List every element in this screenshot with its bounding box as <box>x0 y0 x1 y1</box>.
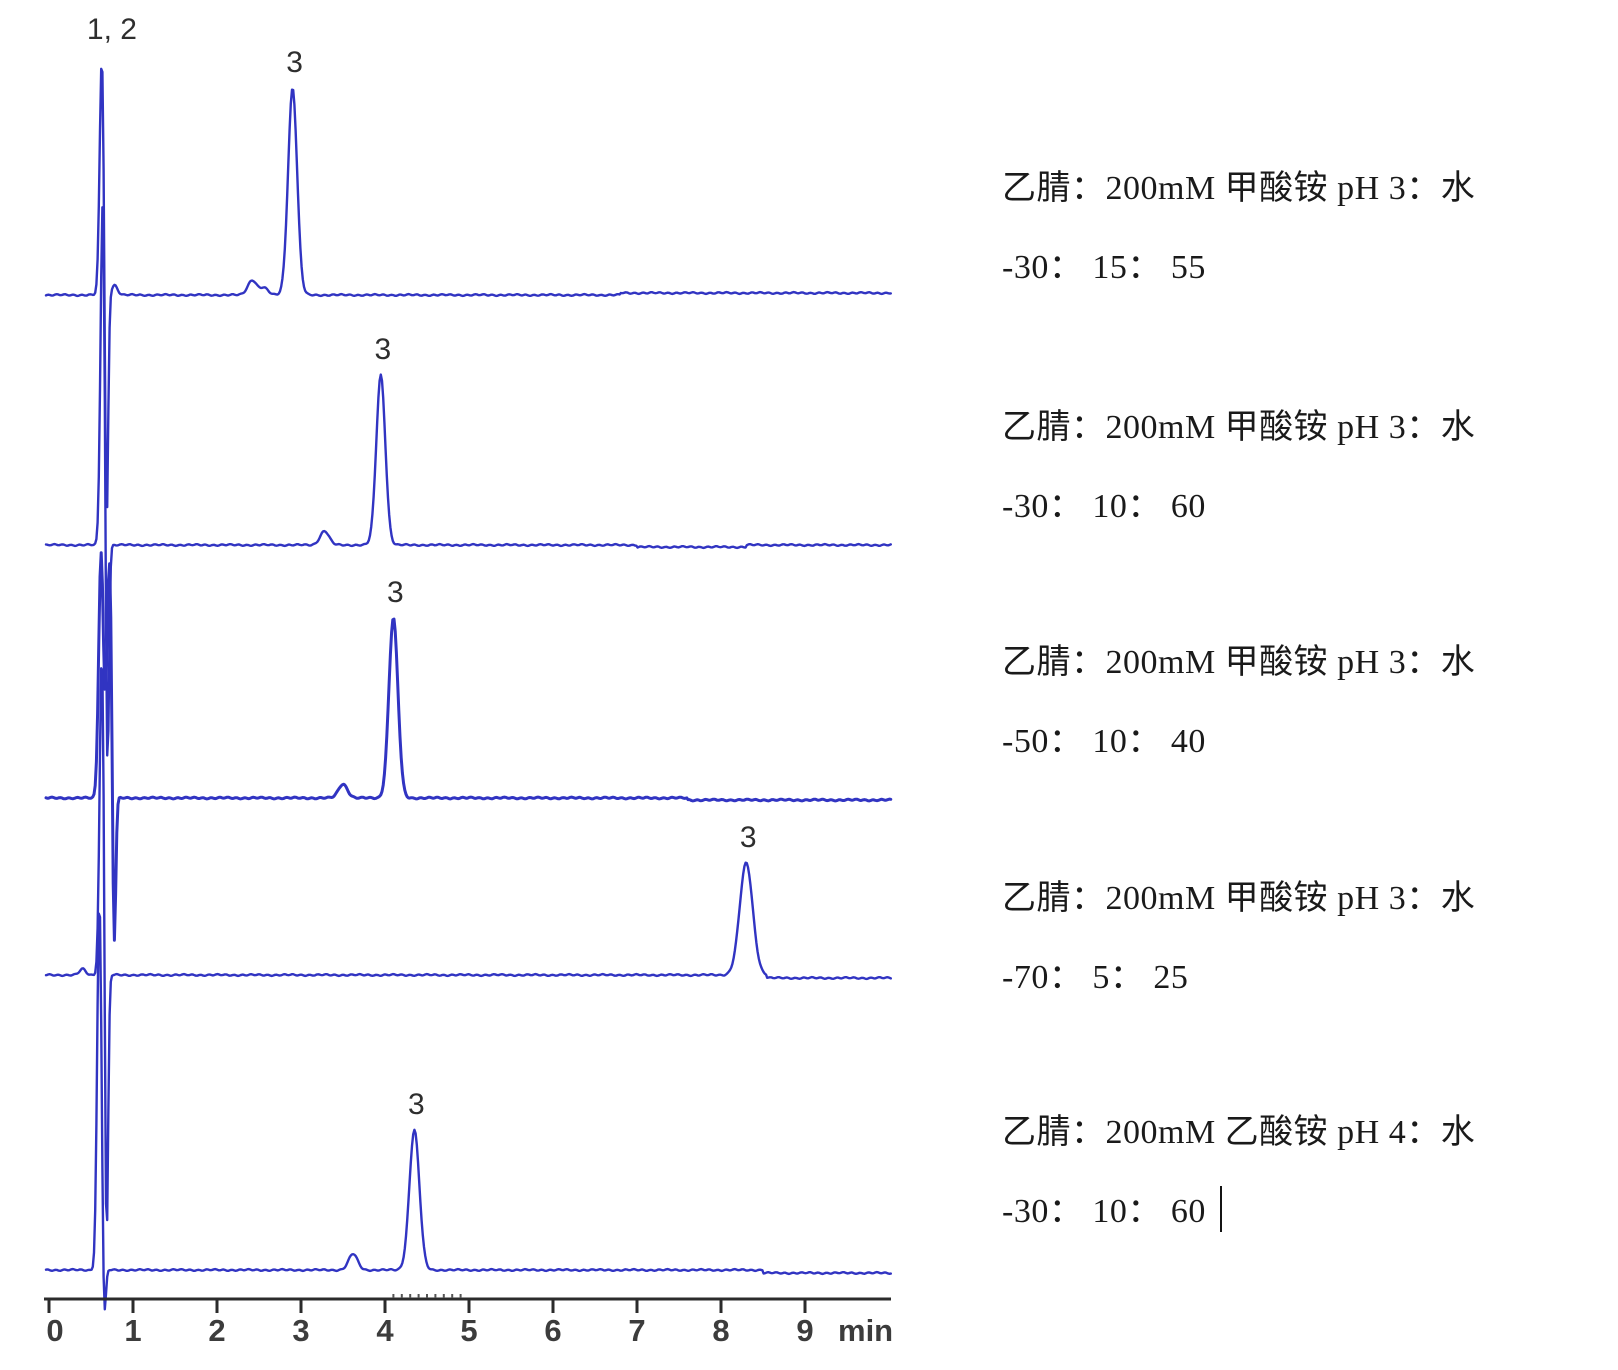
x-axis-tick-label: 2 <box>208 1313 225 1348</box>
x-axis-tick-label: 4 <box>376 1313 394 1348</box>
x-axis-tick-label: 6 <box>544 1313 561 1348</box>
chromatogram-chart: 1, 2 3 3 3 3 3 0 1 2 3 4 5 6 7 8 9 min <box>44 13 893 1348</box>
mobile-phase-annotation-2: 乙腈：200mM 甲酸铵 pH 3：水 -30： 10： 60 <box>1002 388 1562 546</box>
chromatogram-trace-1 <box>44 67 892 509</box>
chromatogram-trace-4 <box>44 667 892 1222</box>
x-axis-tick-label: 5 <box>460 1313 477 1348</box>
chromatogram-trace-2 <box>44 206 892 757</box>
chromatogram-trace-5 <box>44 912 892 1311</box>
x-axis-tick-label: 9 <box>796 1313 813 1348</box>
annotation-column: 乙腈：200mM 甲酸铵 pH 3：水 -30： 15： 55 乙腈：200mM… <box>1002 0 1562 1370</box>
annotation-line: -30： 15： 55 <box>1002 249 1206 286</box>
x-axis-tick-label: 7 <box>628 1313 645 1348</box>
annotation-line: 乙腈：200mM 甲酸铵 pH 3：水 <box>1002 644 1476 681</box>
x-axis-unit-label: min <box>838 1313 893 1348</box>
annotation-line: 乙腈：200mM 甲酸铵 pH 3：水 <box>1002 880 1476 917</box>
mobile-phase-annotation-4: 乙腈：200mM 甲酸铵 pH 3：水 -70： 5： 25 <box>1002 859 1562 1017</box>
peak-label: 3 <box>408 1088 425 1121</box>
annotation-line: -70： 5： 25 <box>1002 959 1189 996</box>
annotation-line: -50： 10： 40 <box>1002 723 1206 760</box>
peak-label: 3 <box>387 576 404 609</box>
mobile-phase-annotation-1: 乙腈：200mM 甲酸铵 pH 3：水 -30： 15： 55 <box>1002 149 1562 307</box>
x-axis-tick-label: 1 <box>124 1313 141 1348</box>
annotation-line: 乙腈：200mM 甲酸铵 pH 3：水 <box>1002 170 1476 207</box>
text-cursor[interactable] <box>1219 1186 1222 1232</box>
x-axis-tick-label: 3 <box>292 1313 309 1348</box>
chromatogram-trace-3 <box>44 551 893 942</box>
peak-label: 3 <box>740 821 757 854</box>
annotation-line: 乙腈：200mM 乙酸铵 pH 4：水 <box>1002 1114 1476 1151</box>
peak-label: 3 <box>286 46 303 79</box>
annotation-line: 乙腈：200mM 甲酸铵 pH 3：水 <box>1002 409 1476 446</box>
mobile-phase-annotation-3: 乙腈：200mM 甲酸铵 pH 3：水 -50： 10： 40 <box>1002 623 1562 781</box>
peak-label: 1, 2 <box>87 13 137 46</box>
annotation-text: -30： 10： 60 <box>1002 1193 1206 1230</box>
annotation-line: -30： 10： 60 <box>1002 488 1206 525</box>
x-axis-tick-label: 0 <box>46 1313 63 1348</box>
mobile-phase-annotation-5: 乙腈：200mM 乙酸铵 pH 4：水 -30： 10： 60 <box>1002 1093 1562 1251</box>
annotation-line: -30： 10： 60 <box>1002 1172 1562 1251</box>
peak-label: 3 <box>374 333 391 366</box>
x-axis-tick-label: 8 <box>712 1313 729 1348</box>
